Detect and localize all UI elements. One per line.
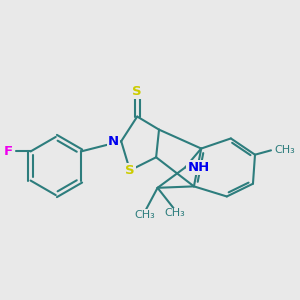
Text: F: F [4,145,13,158]
Text: S: S [132,85,142,98]
Text: N: N [108,135,119,148]
Text: CH₃: CH₃ [134,210,155,220]
Text: NH: NH [188,161,210,174]
Text: CH₃: CH₃ [274,145,295,155]
Text: CH₃: CH₃ [165,208,185,218]
Text: S: S [125,164,135,177]
